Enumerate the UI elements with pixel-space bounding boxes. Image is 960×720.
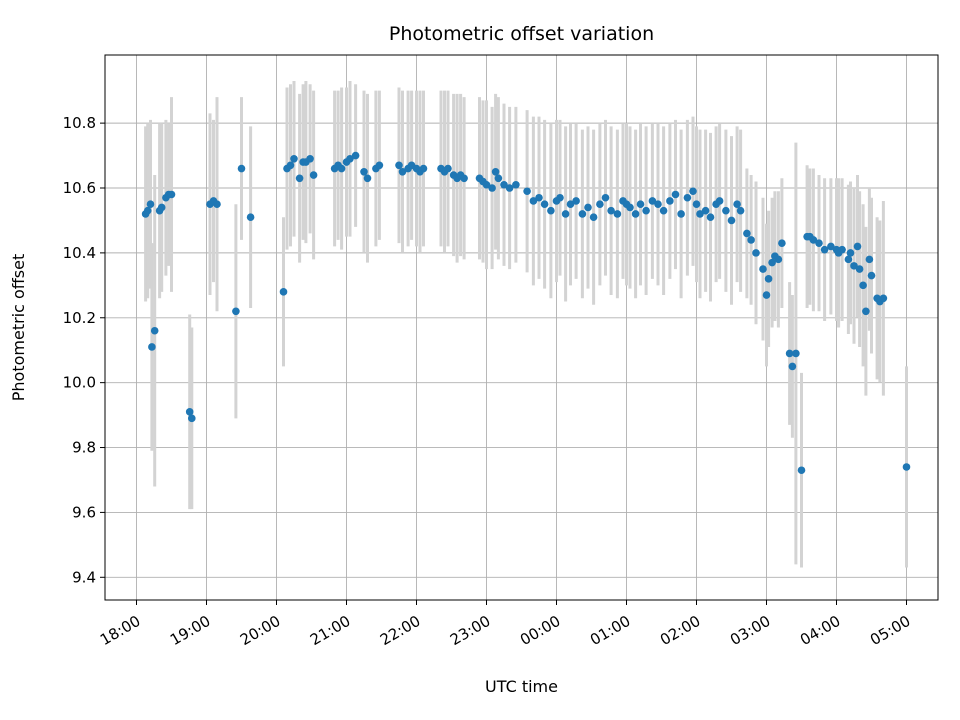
y-tick-label: 10.4 [63, 244, 96, 262]
plot-border [104, 54, 939, 601]
data-points [141, 151, 911, 475]
y-tick-label: 9.8 [72, 439, 96, 457]
x-axis-label: UTC time [485, 677, 558, 696]
y-tick-label: 10.2 [63, 309, 96, 327]
y-tick-label: 9.4 [72, 568, 96, 586]
y-tick-label: 10.0 [63, 374, 96, 392]
y-tick-label: 9.6 [72, 503, 96, 521]
y-axis-label: Photometric offset [9, 254, 28, 402]
y-axis-ticks: 9.4 9.6 9.8 10.0 10.2 10.4 10.6 10.8 [63, 114, 105, 586]
chart-title: Photometric offset variation [389, 23, 654, 45]
y-tick-label: 10.8 [63, 114, 96, 132]
y-tick-label: 10.6 [63, 179, 96, 197]
